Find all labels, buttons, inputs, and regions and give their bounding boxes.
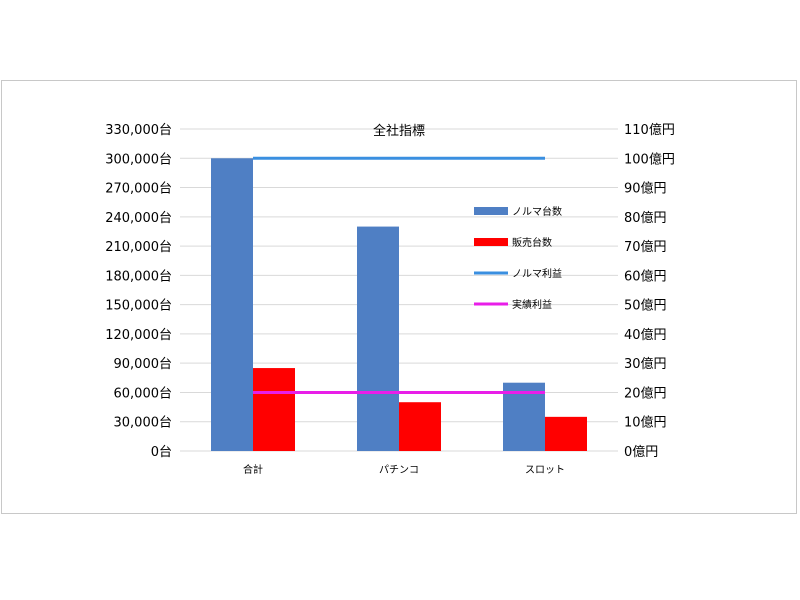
chart-title: 全社指標	[373, 123, 425, 139]
line-series	[253, 156, 545, 394]
y-left-tick-label: 180,000台	[105, 269, 172, 284]
bar-norma-units	[357, 226, 399, 451]
y-left-tick-label: 270,000台	[105, 182, 172, 197]
y-left-tick-label: 90,000台	[114, 357, 173, 372]
legend-label: 実績利益	[512, 298, 552, 311]
legend-label: ノルマ台数	[512, 205, 562, 218]
y-left-tick-label: 210,000台	[105, 240, 172, 255]
x-tick-label: パチンコ	[379, 464, 419, 476]
x-axis-labels: 合計 パチンコ スロット	[243, 463, 565, 476]
y-right-tick-label: 100億円	[624, 151, 675, 167]
x-tick-label: スロット	[525, 465, 565, 476]
y-left-tick-label: 300,000台	[105, 152, 172, 167]
y-left-tick-label: 0台	[151, 445, 172, 460]
bar-sales-units	[253, 368, 295, 451]
y-left-tick-label: 120,000台	[105, 328, 172, 343]
bar-series	[211, 158, 587, 451]
y-axis-left: 0台 30,000台 60,000台 90,000台 120,000台 150,000台 1…	[105, 123, 172, 460]
y-right-tick-label: 110億円	[624, 122, 675, 138]
legend-label: ノルマ利益	[512, 267, 562, 280]
chart-frame: 0台 30,000台 60,000台 90,000台 120,000台 150,000台 1…	[1, 80, 797, 514]
x-tick-label: 合計	[243, 463, 263, 476]
y-right-tick-label: 30億円	[624, 356, 667, 372]
y-right-tick-label: 40億円	[624, 327, 667, 343]
y-left-tick-label: 240,000台	[105, 211, 172, 226]
bar-sales-units	[545, 416, 587, 451]
bar-norma-units	[503, 382, 545, 451]
y-right-tick-label: 60億円	[624, 268, 667, 284]
bar-norma-units	[211, 158, 253, 451]
y-left-tick-label: 330,000台	[105, 123, 172, 138]
legend-swatch	[474, 238, 508, 246]
y-right-tick-label: 70億円	[624, 239, 667, 255]
legend-swatch	[474, 207, 508, 215]
legend-label: 販売台数	[512, 236, 552, 249]
y-axis-right: 0億円 10億円 20億円 30億円 40億円 50億円 60億円 70億円 80億円 90億円 1…	[624, 122, 675, 460]
y-right-tick-label: 90億円	[624, 181, 667, 197]
y-right-tick-label: 10億円	[624, 415, 667, 431]
y-right-tick-label: 20億円	[624, 385, 667, 401]
bar-sales-units	[399, 402, 441, 451]
combo-chart: 0台 30,000台 60,000台 90,000台 120,000台 150,000台 1…	[105, 122, 675, 476]
y-left-tick-label: 150,000台	[105, 299, 172, 314]
y-right-tick-label: 80億円	[624, 210, 667, 226]
y-right-tick-label: 0億円	[624, 444, 658, 460]
y-right-tick-label: 50億円	[624, 298, 667, 314]
y-left-tick-label: 30,000台	[114, 416, 173, 431]
y-left-tick-label: 60,000台	[114, 386, 173, 401]
